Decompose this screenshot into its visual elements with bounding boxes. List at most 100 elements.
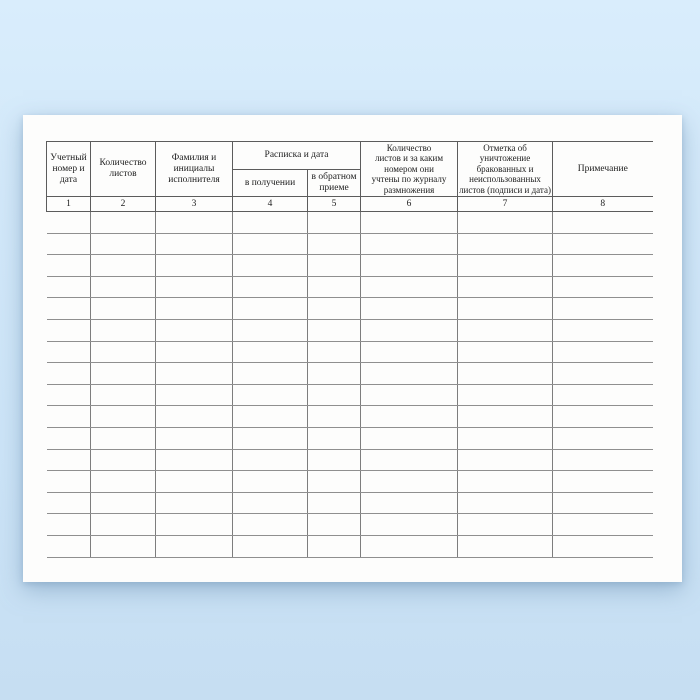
empty-cell: [232, 449, 308, 472]
empty-cell: [360, 470, 459, 493]
header-sheet-count: Количество листов: [90, 141, 156, 197]
empty-cell: [552, 513, 653, 536]
empty-cell: [232, 211, 308, 234]
empty-cell: [155, 492, 233, 515]
empty-cell: [46, 341, 91, 364]
empty-cell: [155, 513, 233, 536]
column-number: 2: [90, 196, 156, 212]
empty-cell: [307, 427, 362, 450]
header-sheets-journal-number: Количество листов и за каким номером они…: [360, 141, 459, 197]
empty-cell: [307, 362, 362, 385]
table-row: [46, 513, 653, 536]
empty-cell: [155, 276, 233, 299]
empty-cell: [90, 513, 156, 536]
form-sheet: Учетный номер и дата Количество листов Ф…: [23, 115, 682, 582]
empty-cell: [46, 470, 91, 493]
empty-cell: [46, 384, 91, 407]
table-row: [46, 254, 653, 277]
empty-cell: [90, 384, 156, 407]
empty-cell: [457, 449, 554, 472]
column-numbers-row: 1 2 3 4 5 6 7 8: [46, 196, 653, 212]
empty-cell: [552, 449, 653, 472]
empty-cell: [552, 427, 653, 450]
empty-cell: [457, 276, 554, 299]
table-row: [46, 211, 653, 234]
empty-cell: [307, 341, 362, 364]
empty-cell: [307, 211, 362, 234]
empty-cell: [46, 535, 91, 558]
column-number: 1: [46, 196, 91, 212]
empty-cell: [307, 384, 362, 407]
empty-cell: [457, 535, 554, 558]
table-row: [46, 233, 653, 256]
empty-cell: [552, 297, 653, 320]
empty-cell: [360, 384, 459, 407]
empty-cell: [232, 535, 308, 558]
empty-cell: [232, 492, 308, 515]
empty-cell: [46, 297, 91, 320]
empty-cell: [552, 341, 653, 364]
empty-cell: [46, 492, 91, 515]
column-number: 6: [360, 196, 459, 212]
empty-cell: [360, 405, 459, 428]
empty-cell: [457, 233, 554, 256]
empty-cell: [232, 297, 308, 320]
empty-cell: [155, 427, 233, 450]
empty-cell: [552, 233, 653, 256]
empty-cell: [360, 362, 459, 385]
empty-cell: [232, 513, 308, 536]
table-row: [46, 405, 653, 428]
table-row: [46, 297, 653, 320]
empty-cell: [46, 449, 91, 472]
empty-cell: [307, 535, 362, 558]
empty-cell: [457, 513, 554, 536]
table-body: [46, 211, 653, 558]
empty-cell: [552, 362, 653, 385]
empty-cell: [457, 211, 554, 234]
table-row: [46, 384, 653, 407]
empty-cell: [360, 319, 459, 342]
empty-cell: [90, 254, 156, 277]
empty-cell: [155, 319, 233, 342]
empty-cell: [155, 233, 233, 256]
empty-cell: [552, 319, 653, 342]
empty-cell: [46, 513, 91, 536]
empty-cell: [232, 254, 308, 277]
empty-cell: [307, 513, 362, 536]
empty-cell: [360, 276, 459, 299]
table-row: [46, 319, 653, 342]
empty-cell: [552, 492, 653, 515]
empty-cell: [155, 254, 233, 277]
header-destruction-mark: Отметка об уничтожение бракованных и неи…: [457, 141, 554, 197]
empty-cell: [307, 492, 362, 515]
empty-cell: [90, 470, 156, 493]
empty-cell: [307, 405, 362, 428]
table-row: [46, 492, 653, 515]
empty-cell: [457, 319, 554, 342]
empty-cell: [552, 254, 653, 277]
empty-cell: [46, 362, 91, 385]
empty-cell: [457, 341, 554, 364]
empty-cell: [307, 470, 362, 493]
empty-cell: [155, 384, 233, 407]
empty-cell: [552, 276, 653, 299]
empty-cell: [360, 211, 459, 234]
empty-cell: [360, 341, 459, 364]
empty-cell: [90, 319, 156, 342]
empty-cell: [307, 254, 362, 277]
table-row: [46, 535, 653, 558]
empty-cell: [552, 470, 653, 493]
empty-cell: [457, 297, 554, 320]
empty-cell: [307, 276, 362, 299]
empty-cell: [457, 492, 554, 515]
empty-cell: [552, 535, 653, 558]
empty-cell: [46, 427, 91, 450]
empty-cell: [552, 211, 653, 234]
column-number: 4: [232, 196, 308, 212]
empty-cell: [457, 384, 554, 407]
empty-cell: [90, 405, 156, 428]
empty-cell: [232, 362, 308, 385]
header-note: Примечание: [552, 141, 653, 197]
table-row: [46, 362, 653, 385]
empty-cell: [155, 211, 233, 234]
